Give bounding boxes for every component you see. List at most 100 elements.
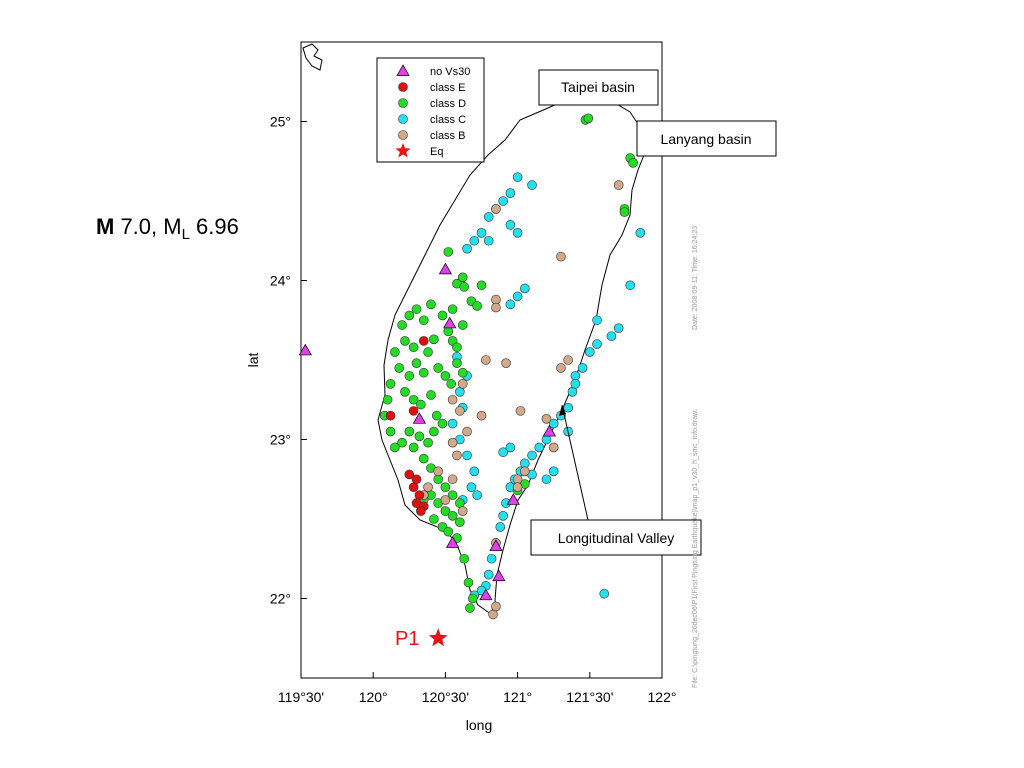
valley-pointer [561, 404, 589, 521]
station-class-d [433, 474, 443, 485]
station-class-b [491, 294, 501, 305]
station-class-d [408, 442, 419, 453]
x-tick-label: 122° [648, 689, 677, 705]
station-class-d [468, 593, 478, 604]
penghu-outline [302, 43, 323, 71]
station-class-c [486, 553, 497, 564]
station-class-d [382, 394, 393, 405]
station-class-d [459, 553, 469, 564]
station-class-c [476, 228, 487, 238]
station-no-vs30 [489, 539, 503, 551]
station-class-d [463, 577, 474, 588]
date-note: Date: 2008-09-11; Time: 16:24:23 [692, 226, 699, 330]
station-class-c [447, 418, 458, 429]
legend-symbol-d [398, 98, 408, 108]
station-class-d [472, 301, 482, 311]
y-axis-ticks: 22° 23° 24° 25° [270, 114, 307, 607]
station-class-d [408, 342, 419, 353]
station-class-e [408, 482, 419, 493]
station-class-b [556, 363, 566, 373]
station-no-vs30 [443, 316, 457, 329]
station-class-d [426, 299, 436, 310]
station-class-b [541, 414, 552, 424]
station-class-d [455, 498, 465, 508]
station-class-c [606, 331, 617, 341]
station-class-c [498, 196, 508, 206]
station-class-d [447, 490, 458, 500]
station-class-c [527, 180, 537, 190]
longitudinal-valley-label: Longitudinal Valley [558, 530, 675, 546]
station-class-b [457, 379, 468, 389]
station-no-vs30 [479, 588, 493, 601]
station-class-d [397, 320, 407, 330]
magnitude-label: M 7.0, ML 6.96 [96, 214, 239, 243]
station-class-b [556, 251, 566, 262]
legend-label-b: class B [430, 130, 465, 142]
station-class-c [498, 511, 508, 521]
station-class-b [491, 204, 501, 214]
lanyang-basin-label: Lanyang basin [660, 131, 751, 147]
station-class-d [404, 371, 415, 381]
station-class-d [408, 394, 419, 405]
station-class-d [583, 113, 594, 124]
station-class-c [469, 235, 480, 246]
station-class-b [447, 437, 458, 448]
station-class-d [390, 347, 400, 357]
legend-symbol-c [398, 114, 408, 124]
station-class-d [465, 603, 475, 613]
station-class-d [429, 334, 439, 345]
y-tick-label: 22° [270, 591, 291, 607]
station-class-b [452, 450, 462, 461]
station-no-vs30 [446, 536, 460, 548]
station-class-c [512, 172, 523, 182]
station-class-c [505, 188, 516, 198]
station-class-c [548, 418, 559, 429]
station-class-b [520, 466, 530, 477]
station-class-e [418, 336, 429, 346]
station-class-c [505, 220, 516, 230]
station-class-c [599, 588, 610, 599]
station-class-d [397, 437, 407, 448]
station-class-c [534, 442, 545, 453]
station-class-d [447, 304, 458, 314]
station-class-d [385, 379, 396, 389]
legend: no Vs30 class E class D class C class B Eq [395, 64, 470, 158]
station-class-e [404, 469, 415, 480]
legend-label-c: class C [430, 114, 466, 126]
station-class-d [394, 363, 404, 373]
x-tick-label: 120°30' [422, 689, 469, 705]
station-class-c [512, 291, 523, 302]
taipei-basin-box [538, 69, 659, 106]
station-class-c [483, 569, 494, 580]
x-axis-ticks: 119°30' 120° 120°30' 121° 121°30' 122° [278, 672, 677, 705]
taiwan-coastline [377, 94, 647, 618]
station-class-e [385, 410, 396, 421]
station-class-b [491, 601, 501, 612]
station-no-vs30 [492, 569, 506, 582]
legend-label-d: class D [430, 98, 466, 110]
station-class-d [423, 347, 433, 357]
station-class-b [515, 406, 526, 416]
station-class-b [512, 482, 523, 493]
station-class-d [455, 517, 465, 527]
station-class-e [408, 406, 419, 416]
station-class-c [577, 363, 588, 373]
map-frame [300, 41, 663, 679]
station-class-c [512, 228, 523, 238]
station-no-vs30 [438, 262, 453, 275]
station-class-d [400, 336, 410, 346]
y-tick-label: 25° [270, 114, 291, 130]
station-class-d [437, 310, 448, 321]
file-note: File: C:\pingtung_26dec06\P1(First Pingt… [692, 409, 699, 688]
legend-box [376, 57, 485, 163]
lanyang-basin-box [636, 120, 777, 157]
station-class-d [443, 247, 454, 257]
taipei-basin-label: Taipei basin [561, 79, 635, 95]
station-class-d [423, 437, 433, 448]
station-class-b [501, 358, 511, 368]
station-class-d [411, 304, 422, 314]
station-class-b [563, 355, 573, 365]
station-class-b [423, 482, 433, 493]
station-class-c [505, 299, 516, 310]
